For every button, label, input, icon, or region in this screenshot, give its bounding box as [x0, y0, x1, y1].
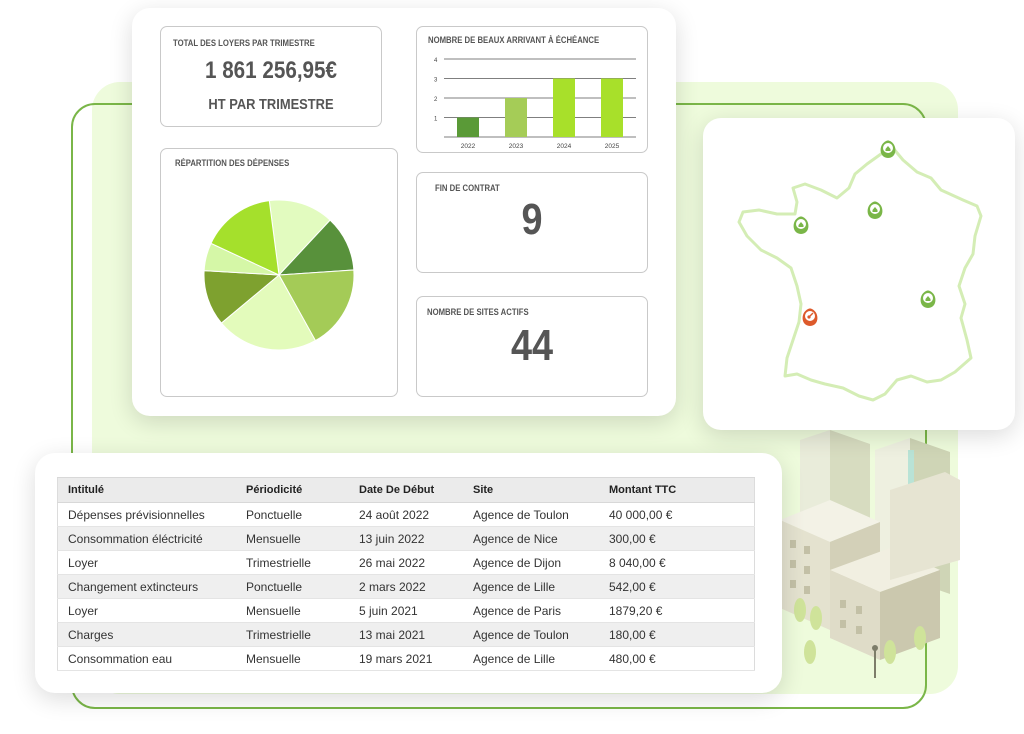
cell-intitule: Changement extincteurs	[57, 574, 236, 599]
cell-site: Agence de Toulon	[463, 502, 599, 527]
cell-site: Agence de Dijon	[463, 550, 599, 575]
end-of-contract-value: 9	[521, 195, 543, 244]
x-tick-label: 2024	[557, 143, 572, 150]
cell-periodicite: Trimestrielle	[236, 550, 349, 575]
dashboard-card: TOTAL DES LOYERS PAR TRIMESTRE 1 861 256…	[132, 8, 676, 416]
cell-montant: 1879,20 €	[599, 598, 755, 623]
end-of-contract-caption: FIN DE CONTRAT	[435, 183, 500, 193]
table-header-row: Intitulé Périodicité Date De Début Site …	[57, 477, 755, 503]
pie-slice-1[interactable]	[268, 199, 331, 277]
cell-intitule: Consommation eau	[57, 646, 236, 671]
table-row[interactable]: Loyer Trimestrielle 26 mai 2022 Agence d…	[57, 550, 755, 575]
transactions-table: Intitulé Périodicité Date De Début Site …	[57, 477, 755, 671]
column-header-site[interactable]: Site	[463, 477, 599, 503]
bar-2023[interactable]	[505, 98, 527, 137]
leases-chart-widget[interactable]: NOMBRE DE BEAUX ARRIVANT À ÉCHÉANCE 1 2 3 4…	[416, 26, 648, 153]
cell-intitule: Consommation éléctricité	[57, 526, 236, 551]
cell-date: 2 mars 2022	[349, 574, 463, 599]
marker-lille[interactable]	[880, 140, 896, 158]
cell-site: Agence de Paris	[463, 598, 599, 623]
column-header-intitule[interactable]: Intitulé	[57, 477, 236, 503]
france-map[interactable]	[703, 118, 1015, 430]
cell-site: Agence de Lille	[463, 574, 599, 599]
cell-periodicite: Ponctuelle	[236, 574, 349, 599]
cell-montant: 480,00 €	[599, 646, 755, 671]
pie-slice-4[interactable]	[220, 274, 317, 351]
y-tick-label: 3	[434, 78, 438, 84]
table-row[interactable]: Consommation eau Mensuelle 19 mars 2021 …	[57, 646, 755, 671]
expenses-pie-chart	[203, 199, 355, 351]
leases-chart-caption: NOMBRE DE BEAUX ARRIVANT À ÉCHÉANCE	[428, 35, 600, 45]
total-rent-subtitle: HT PAR TRIMESTRE	[208, 96, 334, 113]
cell-montant: 8 040,00 €	[599, 550, 755, 575]
cell-date: 13 juin 2022	[349, 526, 463, 551]
cell-date: 13 mai 2021	[349, 622, 463, 647]
cell-periodicite: Ponctuelle	[236, 502, 349, 527]
transactions-card: Intitulé Périodicité Date De Début Site …	[35, 453, 782, 693]
table-row[interactable]: Loyer Mensuelle 5 juin 2021 Agence de Pa…	[57, 598, 755, 623]
y-tick-label: 4	[434, 58, 438, 64]
cell-site: Agence de Nice	[463, 526, 599, 551]
marker-paris[interactable]	[867, 201, 883, 219]
bar-2024[interactable]	[553, 78, 575, 138]
marker-lyon[interactable]	[920, 290, 936, 308]
x-tick-label: 2022	[461, 143, 476, 150]
cell-montant: 180,00 €	[599, 622, 755, 647]
cell-periodicite: Mensuelle	[236, 646, 349, 671]
cell-montant: 300,00 €	[599, 526, 755, 551]
column-header-date-debut[interactable]: Date De Début	[349, 477, 463, 503]
cell-date: 19 mars 2021	[349, 646, 463, 671]
expenses-widget[interactable]: RÉPARTITION DES DÉPENSES	[160, 148, 398, 397]
cell-montant: 542,00 €	[599, 574, 755, 599]
pie-slice-3[interactable]	[278, 269, 355, 342]
x-tick-label: 2025	[605, 143, 620, 150]
total-rent-widget[interactable]: TOTAL DES LOYERS PAR TRIMESTRE 1 861 256…	[160, 26, 382, 127]
active-sites-caption: NOMBRE DE SITES ACTIFS	[427, 307, 529, 317]
marker-nantes[interactable]	[793, 216, 809, 234]
marker-bordeaux[interactable]	[802, 308, 818, 326]
cell-site: Agence de Lille	[463, 646, 599, 671]
end-of-contract-widget[interactable]: FIN DE CONTRAT 9	[416, 172, 648, 273]
cell-intitule: Dépenses prévisionnelles	[57, 502, 236, 527]
active-sites-value: 44	[510, 321, 554, 370]
table-row[interactable]: Consommation éléctricité Mensuelle 13 ju…	[57, 526, 755, 551]
x-tick-label: 2023	[509, 143, 524, 150]
expenses-caption: RÉPARTITION DES DÉPENSES	[175, 158, 290, 168]
map-card	[703, 118, 1015, 430]
cell-date: 5 juin 2021	[349, 598, 463, 623]
cell-montant: 40 000,00 €	[599, 502, 755, 527]
pie-slice-7[interactable]	[210, 200, 280, 276]
total-rent-caption: TOTAL DES LOYERS PAR TRIMESTRE	[173, 38, 315, 48]
leases-bar-chart: 1 2 3 4 2022 2023 2024 2025	[434, 58, 636, 150]
cell-date: 26 mai 2022	[349, 550, 463, 575]
total-rent-value: 1 861 256,95€	[204, 57, 337, 84]
cell-periodicite: Mensuelle	[236, 526, 349, 551]
bar-2025[interactable]	[601, 78, 623, 138]
cell-intitule: Loyer	[57, 598, 236, 623]
column-header-periodicite[interactable]: Périodicité	[236, 477, 349, 503]
city-illustration	[780, 430, 960, 678]
cell-periodicite: Trimestrielle	[236, 622, 349, 647]
cell-periodicite: Mensuelle	[236, 598, 349, 623]
y-tick-label: 1	[434, 117, 438, 123]
table-row[interactable]: Dépenses prévisionnelles Ponctuelle 24 a…	[57, 502, 755, 527]
y-tick-label: 2	[434, 97, 438, 103]
france-outline	[737, 146, 983, 402]
table-row[interactable]: Changement extincteurs Ponctuelle 2 mars…	[57, 574, 755, 599]
cell-intitule: Charges	[57, 622, 236, 647]
table-row[interactable]: Charges Trimestrielle 13 mai 2021 Agence…	[57, 622, 755, 647]
cell-site: Agence de Toulon	[463, 622, 599, 647]
cell-intitule: Loyer	[57, 550, 236, 575]
column-header-montant[interactable]: Montant TTC	[599, 477, 755, 503]
cell-date: 24 août 2022	[349, 502, 463, 527]
active-sites-widget[interactable]: NOMBRE DE SITES ACTIFS 44	[416, 296, 648, 397]
bar-2022[interactable]	[457, 117, 479, 138]
